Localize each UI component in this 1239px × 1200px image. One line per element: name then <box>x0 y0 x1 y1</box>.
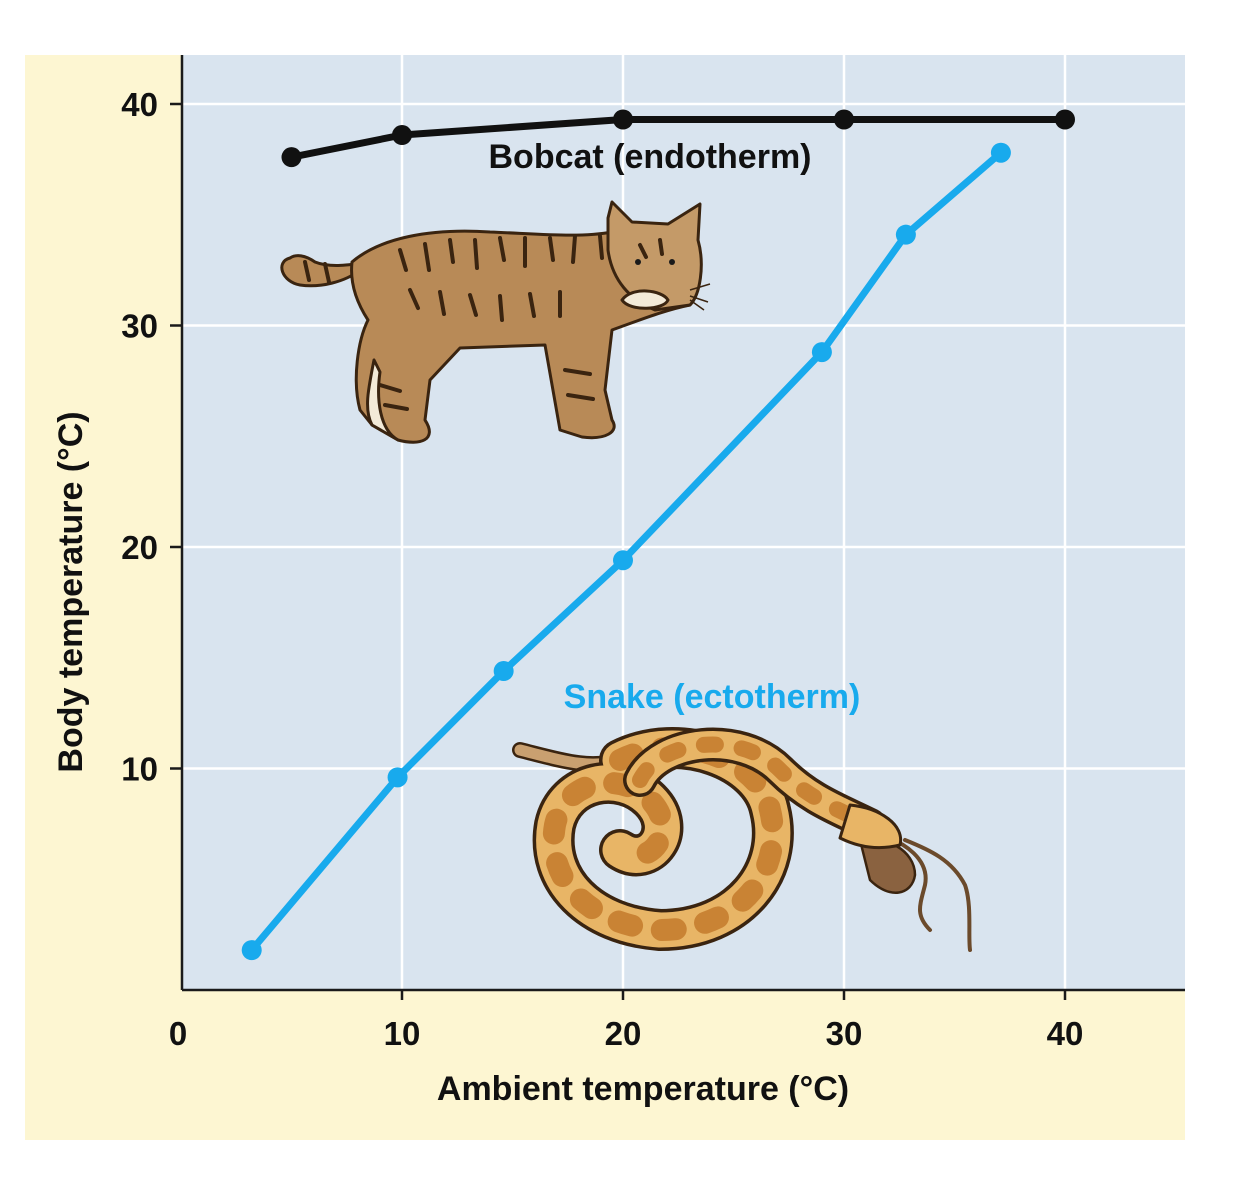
snake-series-label: Snake (ectotherm) <box>564 678 861 716</box>
bobcat-data-point <box>281 147 302 168</box>
x-axis-title: Ambient temperature (°C) <box>437 1070 849 1108</box>
snake-data-point <box>990 142 1011 163</box>
x-tick-label: 30 <box>826 1015 863 1052</box>
snake-data-point <box>811 342 832 363</box>
snake-data-point <box>493 661 514 682</box>
series-layer <box>241 109 1075 961</box>
bobcat-data-point <box>613 109 633 130</box>
y-tick-label: 10 <box>121 751 158 788</box>
x-tick-label: 0 <box>169 1015 187 1052</box>
x-tick-label: 20 <box>605 1015 642 1052</box>
y-tick-label: 40 <box>121 86 158 123</box>
snake-data-point <box>613 550 633 571</box>
y-tick-label: 30 <box>121 308 158 345</box>
bobcat-illustration <box>280 200 711 444</box>
bobcat-data-point <box>834 109 854 130</box>
bobcat-series-label: Bobcat (endotherm) <box>489 138 812 176</box>
snake-data-point <box>387 767 408 788</box>
snake-data-point <box>895 224 916 245</box>
y-tick-label: 20 <box>121 529 158 566</box>
snake-illustration <box>512 727 972 952</box>
grid-lines <box>182 55 1185 990</box>
x-tick-label: 40 <box>1047 1015 1084 1052</box>
axes: 0 10 20 30 40 10 20 30 40 <box>121 55 1185 1052</box>
bobcat-data-point <box>392 125 412 146</box>
x-tick-label: 10 <box>384 1015 421 1052</box>
bobcat-data-point <box>1055 109 1075 130</box>
snake-data-point <box>241 940 262 961</box>
y-axis-title: Body temperature (°C) <box>52 411 90 772</box>
